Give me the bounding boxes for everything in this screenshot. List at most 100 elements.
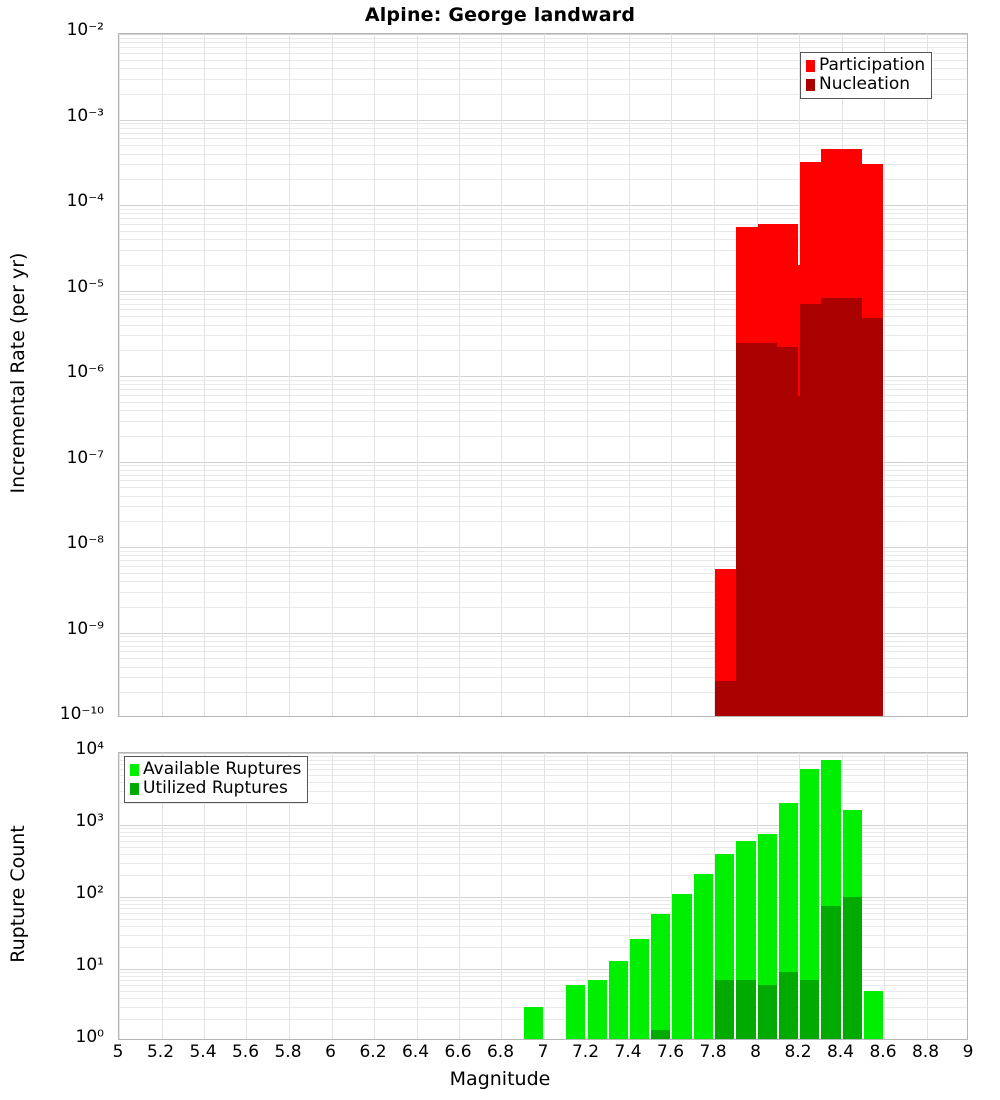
gridline: [119, 465, 967, 466]
x-tick-label: 6.2: [359, 1042, 387, 1062]
legend-label: Participation: [819, 55, 926, 75]
gridline: [119, 753, 967, 754]
gridline: [119, 875, 967, 876]
y-tick-label: 10⁻⁶: [66, 362, 104, 382]
gridline: [119, 231, 967, 232]
gridline: [119, 436, 967, 437]
bottom-y-axis-label: Rupture Count: [7, 825, 29, 963]
gridline-vertical: [714, 34, 715, 716]
legend-swatch-icon: [130, 782, 139, 795]
gridline-vertical: [927, 753, 928, 1039]
gridline: [119, 900, 967, 901]
gridline-vertical: [246, 753, 247, 1039]
gridline: [119, 402, 967, 403]
gridline: [119, 998, 967, 999]
gridline: [119, 294, 967, 295]
gridline: [119, 560, 967, 561]
gridline: [119, 641, 967, 642]
bar-available: [694, 874, 713, 1039]
x-tick-label: 6: [325, 1042, 336, 1062]
bar-available: [524, 1007, 543, 1039]
x-tick-label: 5: [112, 1042, 124, 1062]
legend-swatch-icon: [806, 59, 815, 72]
gridline: [119, 863, 967, 864]
x-tick-label: 8.4: [826, 1042, 855, 1062]
gridline: [119, 325, 967, 326]
bar-utilized: [821, 906, 841, 1039]
y-tick-label: 10⁻⁸: [66, 533, 104, 553]
gridline: [119, 34, 967, 35]
gridline-vertical: [927, 34, 928, 716]
x-tick-label: 5.4: [189, 1042, 217, 1062]
gridline-vertical: [289, 753, 290, 1039]
gridline-vertical: [332, 753, 333, 1039]
gridline-vertical: [332, 34, 333, 716]
gridline-vertical: [587, 753, 588, 1039]
legend-label: Nucleation: [819, 74, 911, 95]
gridline: [119, 60, 967, 61]
x-tick-label: 8.6: [869, 1042, 897, 1062]
gridline: [119, 980, 967, 981]
y-tick-label: 10⁻¹⁰: [59, 704, 104, 724]
gridline: [119, 692, 967, 693]
gridline: [119, 475, 967, 476]
top-y-axis-label: Incremental Rate (per yr): [7, 252, 29, 494]
gridline-vertical: [671, 753, 672, 1039]
gridline-vertical: [501, 753, 502, 1039]
x-tick-label: 8.8: [911, 1042, 940, 1062]
x-tick-label: 8.2: [784, 1042, 812, 1062]
gridline: [119, 972, 967, 973]
gridline: [119, 384, 967, 385]
x-tick-label: 6.6: [444, 1042, 472, 1062]
gridline: [119, 316, 967, 317]
gridline: [119, 480, 967, 481]
gridline: [119, 462, 967, 463]
gridline: [119, 250, 967, 251]
gridline-vertical: [714, 753, 715, 1039]
y-tick-label: 10¹: [75, 955, 104, 975]
gridline: [119, 79, 967, 80]
gridline: [119, 607, 967, 608]
gridline-vertical: [884, 753, 885, 1039]
gridline-vertical: [799, 753, 800, 1039]
gridline: [119, 908, 967, 909]
gridline-vertical: [374, 753, 375, 1039]
legend-label: Available Ruptures: [143, 759, 302, 779]
gridline: [119, 120, 967, 121]
gridline-vertical: [204, 753, 205, 1039]
gridline: [119, 782, 967, 783]
gridline: [119, 218, 967, 219]
gridline-vertical: [162, 753, 163, 1039]
gridline: [119, 265, 967, 266]
gridline-vertical: [246, 34, 247, 716]
legend-item: Utilized Ruptures: [130, 778, 301, 798]
gridline: [119, 547, 967, 548]
gridline: [119, 976, 967, 977]
x-axis-label: Magnitude: [449, 1068, 551, 1090]
gridline: [119, 521, 967, 522]
gridline: [119, 299, 967, 300]
gridline-vertical: [629, 753, 630, 1039]
x-tick-label: 7.4: [614, 1042, 642, 1062]
gridline: [119, 803, 967, 804]
gridline: [119, 592, 967, 593]
gridline: [119, 991, 967, 992]
gridline: [119, 935, 967, 936]
gridline: [119, 395, 967, 396]
y-tick-label: 10⁴: [75, 739, 104, 759]
x-tick-label: 5.8: [274, 1042, 302, 1062]
gridline: [119, 636, 967, 637]
gridline: [119, 646, 967, 647]
gridline: [119, 581, 967, 582]
gridline: [119, 68, 967, 69]
gridline: [119, 205, 967, 206]
gridline: [119, 913, 967, 914]
gridline: [119, 1019, 967, 1020]
bar-available: [588, 980, 607, 1039]
gridline: [119, 769, 967, 770]
bar-utilized: [715, 980, 734, 1039]
gridline: [119, 496, 967, 497]
gridline: [119, 94, 967, 95]
bar-utilized: [758, 985, 777, 1039]
gridline: [119, 421, 967, 422]
